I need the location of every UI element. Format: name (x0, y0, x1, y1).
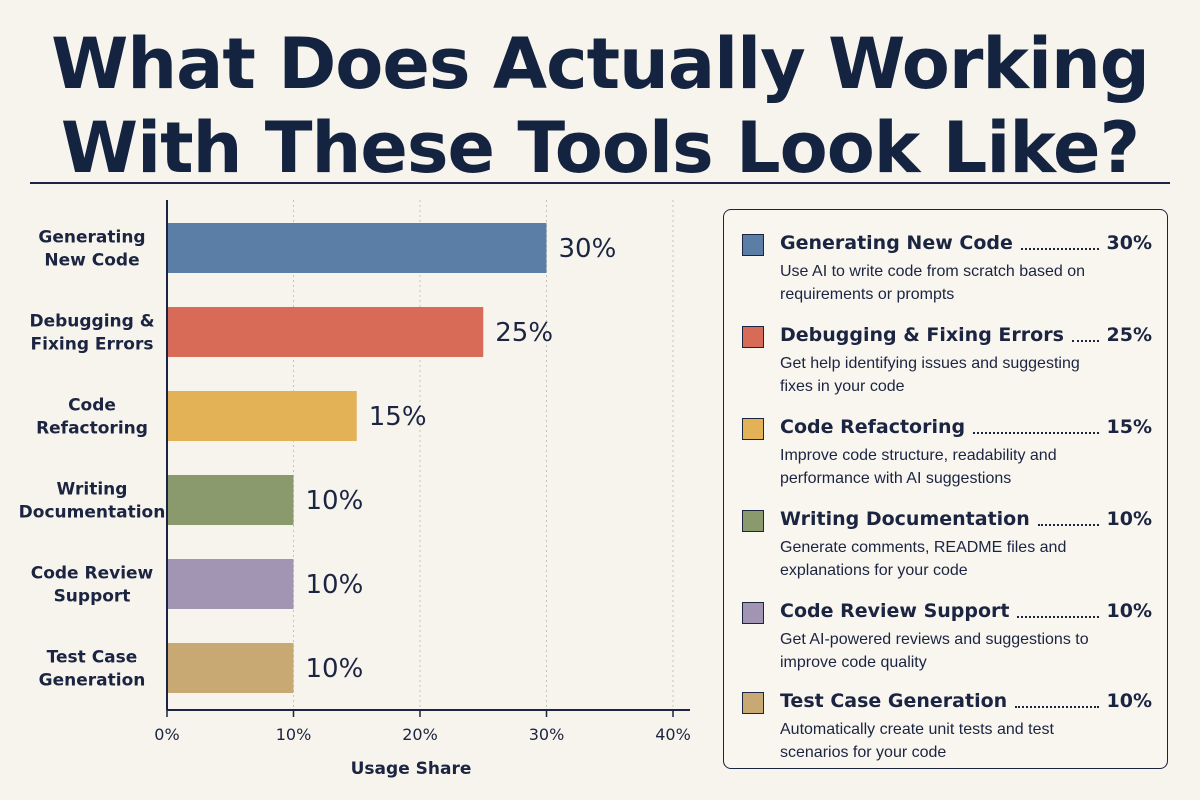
legend-swatch (742, 418, 764, 440)
bar (167, 391, 357, 441)
legend-item-name: Test Case Generation (780, 690, 1008, 712)
legend-item-name: Generating New Code (780, 232, 1013, 254)
category-label: Debugging & Fixing Errors (29, 312, 154, 355)
legend-item-description: Get help identifying issues and suggesti… (780, 355, 1080, 395)
x-tick-label: 20% (402, 725, 438, 744)
legend-item-percent: 10% (1106, 690, 1152, 712)
legend-item-description: Generate comments, README files and expl… (780, 539, 1067, 579)
category-label: Writing Documentation (19, 480, 166, 523)
value-label: 15% (369, 402, 427, 432)
legend-item-percent: 25% (1106, 324, 1152, 346)
leader-dots (1017, 616, 1099, 618)
x-tick-label: 0% (154, 725, 179, 744)
leader-dots (1015, 706, 1099, 708)
legend-item-percent: 10% (1106, 600, 1152, 622)
title-line-2: With These Tools Look Like? (60, 107, 1140, 189)
leader-dots (1020, 248, 1099, 250)
legend-item-percent: 30% (1106, 232, 1152, 254)
x-tick-label: 10% (276, 725, 312, 744)
legend-swatch (742, 602, 764, 624)
x-axis-title: Usage Share (351, 759, 472, 779)
title-divider (30, 182, 1170, 184)
legend-swatch (742, 234, 764, 256)
legend-item-description: Improve code structure, readability and … (780, 447, 1057, 487)
legend-swatch (742, 510, 764, 532)
category-label: Test Case Generation (39, 648, 146, 691)
bar (167, 223, 547, 273)
category-label: Code Refactoring (36, 396, 148, 439)
legend-item-name: Writing Documentation (780, 508, 1030, 530)
legend-item-description: Use AI to write code from scratch based … (780, 263, 1086, 303)
legend-item-percent: 15% (1106, 416, 1152, 438)
bar (167, 559, 294, 609)
x-tick-label: 40% (655, 725, 691, 744)
legend-item-percent: 10% (1106, 508, 1152, 530)
legend-swatch (742, 692, 764, 714)
bar (167, 307, 484, 357)
value-label: 30% (559, 234, 617, 264)
leader-dots (1071, 340, 1099, 342)
legend-item-name: Code Review Support (780, 600, 1010, 622)
value-label: 10% (306, 654, 364, 684)
bar-chart: 30% Generating New Code 25% Debugging & Fixin… (19, 200, 691, 779)
legend-item-description: Automatically create unit tests and test… (780, 721, 1054, 761)
legend-swatch (742, 326, 764, 348)
legend-item-name: Debugging & Fixing Errors (780, 324, 1064, 346)
category-label: Generating New Code (38, 228, 145, 271)
bar (167, 475, 294, 525)
legend-item-description: Get AI-powered reviews and suggestions t… (780, 631, 1089, 671)
legend-item-name: Code Refactoring (780, 416, 966, 438)
value-label: 10% (306, 486, 364, 516)
leader-dots (1037, 524, 1099, 526)
title-line-1: What Does Actually Working (51, 23, 1150, 105)
leader-dots (973, 432, 1099, 434)
category-label: Code Review Support (31, 564, 154, 607)
legend-panel: Generating New Code 30% Use AI to write … (723, 209, 1168, 769)
x-tick-label: 30% (529, 725, 565, 744)
bar (167, 643, 294, 693)
value-label: 25% (495, 318, 553, 348)
chart-title: What Does Actually Working With These To… (0, 22, 1200, 190)
value-label: 10% (306, 570, 364, 600)
